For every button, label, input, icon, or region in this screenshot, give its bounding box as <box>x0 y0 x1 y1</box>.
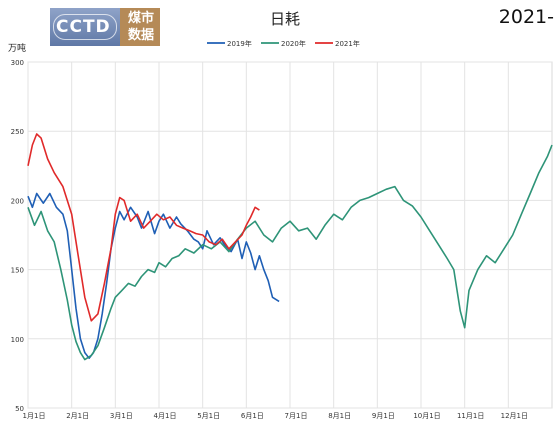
legend-label: 2019年 <box>227 39 252 48</box>
x-tick-label: 12月1日 <box>501 412 528 420</box>
series-line <box>27 192 280 360</box>
x-tick-label: 3月1日 <box>110 412 133 420</box>
logo-left-text: CCTD <box>56 17 111 37</box>
legend: 2019年 2020年 2021年 <box>207 39 360 48</box>
y-tick-label: 250 <box>11 128 24 136</box>
x-tick-label: 2月1日 <box>66 412 89 420</box>
y-tick-label: 100 <box>11 336 24 344</box>
series-lines <box>27 133 553 361</box>
y-tick-label: 300 <box>11 59 24 67</box>
series-line <box>27 144 553 361</box>
legend-label: 2020年 <box>281 39 306 48</box>
x-tick-label: 11月1日 <box>457 412 484 420</box>
corner-title: 2021- <box>498 6 554 28</box>
logo-right-text: 煤市 数据 <box>123 10 159 44</box>
cctd-logo-right: 煤市 数据 <box>120 8 160 46</box>
grid <box>27 61 553 409</box>
cctd-logo: CCTD 煤市 数据 <box>50 8 160 46</box>
logo-right-line2: 数据 <box>127 28 154 43</box>
y-tick-label: 200 <box>11 197 24 205</box>
x-tick-label: 4月1日 <box>154 412 177 420</box>
cctd-logo-left: CCTD <box>50 8 120 46</box>
y-tick-label: 50 <box>15 405 24 413</box>
legend-label: 2021年 <box>335 39 360 48</box>
y-tick-label: 150 <box>11 267 24 275</box>
x-tick-label: 8月1日 <box>328 412 351 420</box>
axis-ticks: 50 100 150 200 250 300 1月1日 2月1日 3月1日 4月1日 5月1日 6月1… <box>11 59 528 420</box>
x-tick-label: 1月1日 <box>23 412 46 420</box>
x-tick-label: 9月1日 <box>372 412 395 420</box>
x-tick-label: 10月1日 <box>413 412 440 420</box>
y-axis-label: 万吨 <box>8 42 26 54</box>
logo-right-line1: 煤市 <box>127 11 154 26</box>
series-line <box>27 133 260 322</box>
x-tick-label: 6月1日 <box>241 412 264 420</box>
x-tick-label: 5月1日 <box>197 412 220 420</box>
logo-ring-icon <box>53 14 117 40</box>
chart-title: 日耗 <box>270 10 300 28</box>
x-tick-label: 7月1日 <box>285 412 308 420</box>
